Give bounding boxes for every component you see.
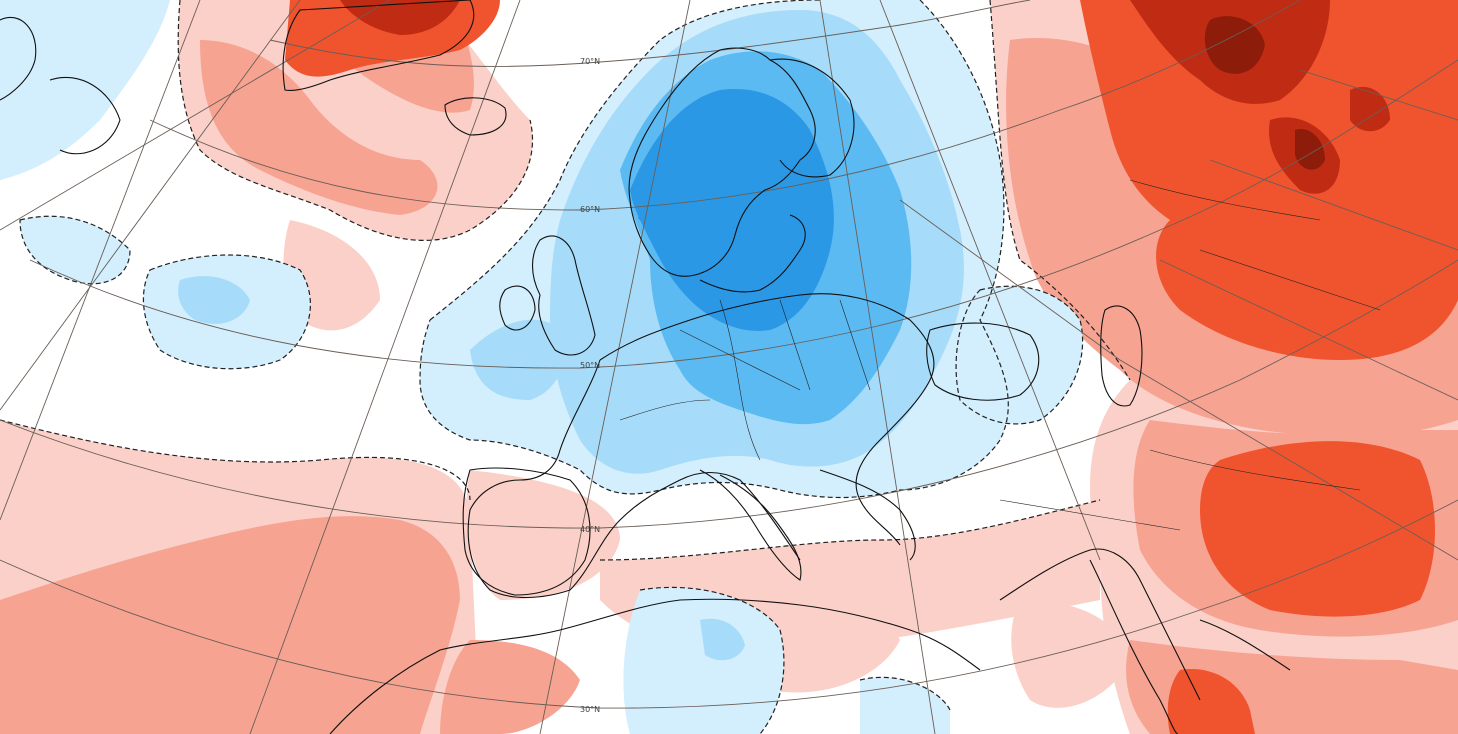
parallel-40n xyxy=(0,259,1458,529)
persian-gulf-coast xyxy=(1199,619,1291,671)
meridian-e50 xyxy=(1209,159,1458,251)
iberia-coast xyxy=(462,467,591,596)
parallel-30n xyxy=(0,499,1458,709)
caspian-coast xyxy=(1100,305,1143,407)
lat-label-60n: 60°N xyxy=(580,205,600,214)
uk-coast xyxy=(531,235,596,356)
country-borders xyxy=(619,179,1381,531)
baltic-coast xyxy=(699,214,806,293)
parallel-60n xyxy=(149,0,1301,211)
black-sea-coast xyxy=(926,322,1040,401)
meridian-e30 xyxy=(899,199,1458,561)
iceland-coast xyxy=(444,97,507,136)
warm-anomaly-layer-5 xyxy=(1204,16,1325,170)
meridian-e40 xyxy=(1159,259,1458,401)
italy-coast xyxy=(699,469,802,581)
warm-anomaly-layer-4 xyxy=(340,0,1390,194)
coastlines xyxy=(0,0,1291,734)
cold-anomaly-layer-4 xyxy=(630,89,834,331)
parallel-50n xyxy=(29,59,1458,369)
meridian-e10 xyxy=(819,0,936,734)
lat-label-30n: 30°N xyxy=(580,705,600,714)
ireland-coast xyxy=(499,285,536,331)
red-sea-coast xyxy=(1089,559,1179,734)
meridian-w10 xyxy=(249,0,521,734)
meridian-w20 xyxy=(0,0,201,521)
meridian-w40 xyxy=(0,0,391,231)
meridian-e60 xyxy=(1299,69,1458,121)
meridian-0 xyxy=(539,0,691,734)
meridian-w30 xyxy=(0,0,301,411)
lat-label-70n: 70°N xyxy=(580,57,600,66)
balkans-coast xyxy=(819,469,916,561)
canada-coast xyxy=(0,16,121,155)
finland-coast xyxy=(769,58,855,178)
africa-coast xyxy=(329,598,981,734)
greenland-coast xyxy=(282,0,475,92)
scandinavia-coast xyxy=(628,47,816,277)
lat-label-40n: 40°N xyxy=(580,525,600,534)
meridian-e20 xyxy=(879,0,1101,561)
mideast-coast xyxy=(999,548,1201,701)
lat-label-50n: 50°N xyxy=(580,361,600,370)
parallel-70n xyxy=(269,0,1031,67)
latitude-labels: 70°N 60°N 50°N 40°N 30°N xyxy=(580,57,600,714)
zero-anomaly-contours xyxy=(0,0,1131,734)
